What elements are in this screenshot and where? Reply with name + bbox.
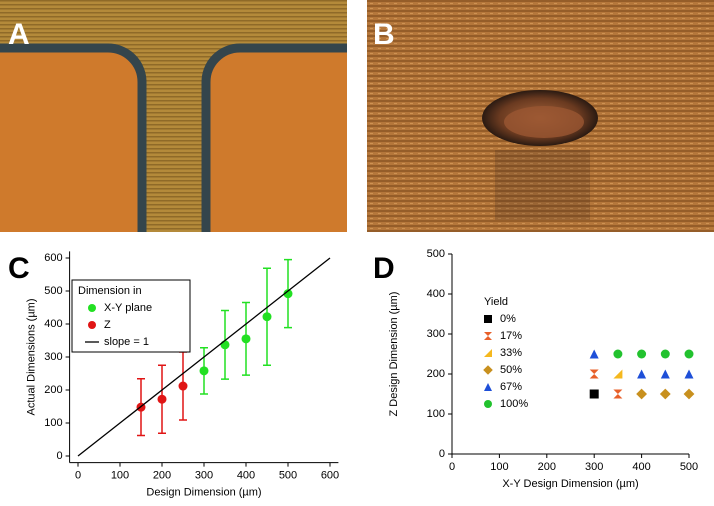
legend-label: 67% [500,381,522,393]
x-tick-label: 400 [632,461,650,473]
legend-label: Z [104,319,111,331]
image-a [0,0,347,232]
marker [637,369,647,379]
marker [589,369,599,379]
marker [636,388,647,400]
marker [659,388,671,400]
x-tick-label: 0 [75,470,81,482]
marker [613,349,623,359]
y-tick-label: 200 [427,368,445,380]
marker [613,389,623,399]
panel-label: C [8,252,30,285]
x-tick-label: 600 [321,470,339,482]
x-tick-label: 300 [195,470,213,482]
legend-label: slope = 1 [104,336,149,348]
marker [589,349,599,359]
marker [220,340,230,350]
legend-label: 33% [500,347,522,359]
y-tick-label: 500 [427,248,445,260]
panel-label: B [373,18,395,51]
y-tick-label: 400 [44,318,62,330]
marker [178,381,188,391]
y-tick-label: 300 [427,328,445,340]
x-tick-label: 200 [153,470,171,482]
x-axis-label: X-Y Design Dimension (µm) [502,478,638,490]
marker [157,394,167,404]
y-tick-label: 200 [44,384,62,396]
x-tick-label: 100 [490,461,508,473]
panel-label: A [8,18,30,51]
y-axis-label: Z Design Dimension (µm) [388,292,400,417]
panel-label: D [373,252,395,285]
y-tick-label: 0 [439,448,445,460]
x-tick-label: 400 [237,470,255,482]
x-tick-label: 0 [449,461,455,473]
y-tick-label: 300 [44,351,62,363]
marker [283,289,293,299]
line [77,257,331,457]
legend-swatch [88,321,96,329]
legend-swatch [484,383,492,391]
legend-swatch [484,332,492,340]
y-tick-label: 100 [44,417,62,429]
marker [683,388,695,400]
y-tick-label: 100 [427,408,445,420]
legend-title: Yield [484,296,508,308]
legend-swatch [483,365,493,375]
legend-swatch [484,400,492,408]
marker [660,369,670,379]
x-tick-label: 300 [585,461,603,473]
legend-label: 50% [500,364,522,376]
x-axis-label: Design Dimension (µm) [146,487,261,499]
legend-label: 100% [500,398,528,410]
marker [684,349,694,359]
marker [637,349,647,359]
x-tick-label: 200 [538,461,556,473]
y-tick-label: 600 [44,252,62,264]
x-tick-label: 500 [279,470,297,482]
image-b [367,0,714,232]
marker [660,349,670,359]
y-tick-label: 500 [44,285,62,297]
y-axis-label: Actual Dimensions (µm) [26,299,38,416]
legend-label: X-Y plane [104,302,152,314]
legend-frame [71,279,191,353]
x-tick-label: 100 [111,470,129,482]
marker [262,312,272,322]
legend-label: 0% [500,313,516,325]
marker [199,366,209,376]
x-tick-label: 500 [680,461,698,473]
marker [241,334,251,344]
y-tick-label: 400 [427,288,445,300]
legend-swatch [484,315,492,323]
legend-swatch [88,304,96,312]
marker [684,369,694,379]
legend-title: Dimension in [78,285,142,297]
marker [589,389,599,399]
y-tick-label: 0 [56,450,62,462]
legend-swatch [484,349,492,357]
legend-label: 17% [500,330,522,342]
marker [613,369,623,379]
